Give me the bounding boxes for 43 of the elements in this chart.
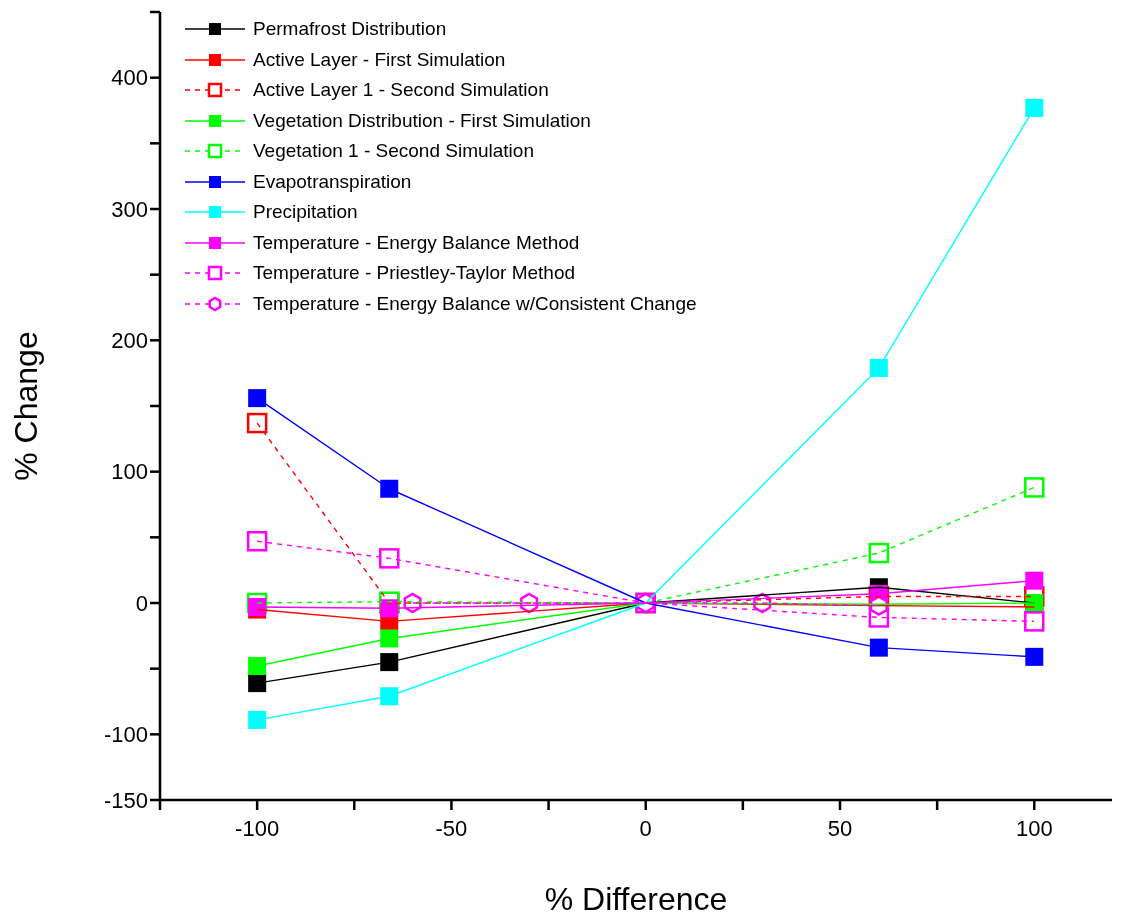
legend-label: Active Layer - First Simulation [253, 47, 506, 72]
x-tick-label: -100 [235, 815, 280, 841]
point [380, 629, 399, 648]
point [248, 389, 267, 408]
point [1024, 477, 1045, 498]
legend-label: Precipitation [253, 200, 358, 224]
y-tick-label: 200 [111, 328, 148, 354]
legend-label: Permafrost Distribution [253, 17, 447, 41]
point [248, 657, 267, 676]
legend-label: Active Layer 1 - Second Simulation [253, 78, 549, 102]
point [379, 548, 400, 569]
point [246, 412, 268, 434]
y-tick-label: 0 [135, 590, 148, 616]
x-tick-label: 0 [639, 815, 652, 841]
legend-label: Temperature - Energy Balance w/Consistent Change [253, 291, 697, 316]
point [380, 687, 399, 706]
y-tick-label: 400 [111, 65, 148, 91]
legend-label: Temperature - Priestley-Taylor Method [253, 261, 576, 285]
x-tick-label: 100 [1015, 815, 1053, 841]
point [1025, 571, 1044, 590]
x-tick-label: 50 [827, 815, 853, 841]
point [380, 479, 399, 498]
point [869, 638, 888, 657]
x-tick-label: -50 [435, 815, 468, 841]
y-tick-label: -100 [103, 722, 148, 748]
point [1025, 647, 1044, 666]
point [869, 358, 888, 377]
legend-label: Evapotranspiration [253, 169, 412, 194]
y-tick-label: -150 [103, 787, 148, 813]
y-axis-title: % Change [8, 331, 45, 481]
point [1024, 611, 1045, 632]
y-tick-label: 100 [111, 459, 148, 485]
point [380, 653, 399, 672]
legend-label: Vegetation 1 - Second Simulation [253, 139, 534, 163]
point [248, 710, 267, 729]
legend-label: Vegetation Distribution - First Simulation [253, 108, 591, 133]
point [246, 531, 268, 552]
legend-label: Temperature - Energy Balance Method [253, 230, 580, 255]
point [248, 674, 267, 693]
x-axis-title: % Difference [544, 881, 728, 917]
point [868, 542, 890, 564]
point [1025, 98, 1044, 117]
y-tick-label: 300 [111, 196, 148, 222]
